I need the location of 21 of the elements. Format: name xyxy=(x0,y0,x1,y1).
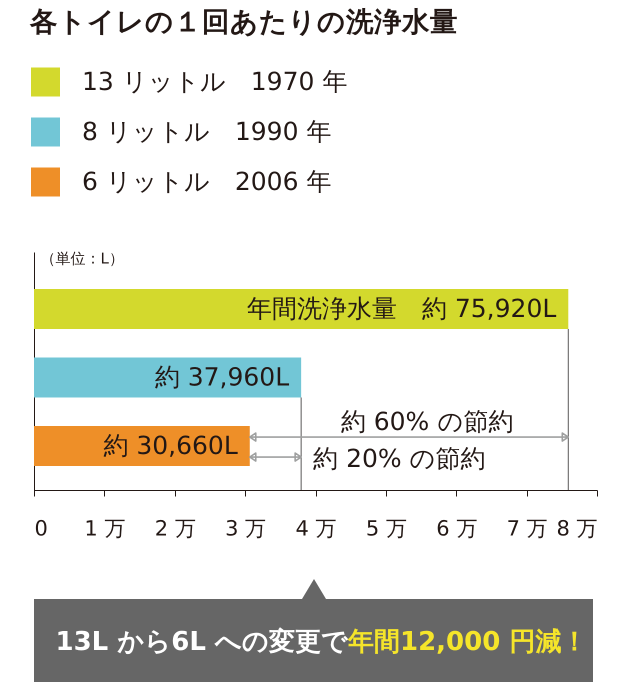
x-tick-label: 2 万 xyxy=(154,516,196,540)
legend-label: 13 リットル 1970 年 xyxy=(82,67,348,96)
text: 13L から6L への変更で xyxy=(55,627,349,657)
x-tick-label: 7 万 xyxy=(506,516,548,540)
data-label: 約 37,960L xyxy=(154,362,290,392)
legend-label: 6 リットル 2006 年 xyxy=(82,167,332,196)
x-tick-label: 8 万 xyxy=(556,516,598,540)
x-tick-label: 5 万 xyxy=(366,516,407,540)
x-tick-label: 3 万 xyxy=(225,516,266,540)
data-label: 約 30,660L xyxy=(103,431,238,460)
x-tick-label: 1 万 xyxy=(84,516,126,540)
annotation: 約 60% の節約 xyxy=(340,407,514,436)
chart-title: 各トイレの１回あたりの洗浄水量 xyxy=(29,6,458,38)
text: 年間12,000 円減！ xyxy=(347,627,588,657)
data-label: 年間洗浄水量 約 75,920L xyxy=(246,294,556,324)
x-tick-label: 0 xyxy=(34,516,48,540)
annotation: 約 20% の節約 xyxy=(313,444,486,474)
x-tick-label: 4 万 xyxy=(295,516,337,540)
y-axis-title: （単位：L） xyxy=(40,250,124,268)
x-tick-label: 6 万 xyxy=(436,516,478,540)
legend-label: 8 リットル 1990 年 xyxy=(82,117,332,146)
